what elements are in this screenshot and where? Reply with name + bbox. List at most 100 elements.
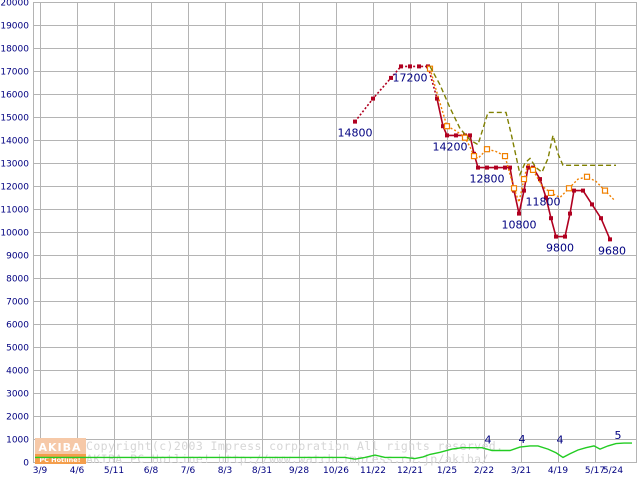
y-tick-label: 12000 <box>0 183 29 193</box>
series-marker <box>565 185 573 192</box>
series-marker <box>526 165 530 170</box>
x-tick-label: 6/8 <box>144 466 159 476</box>
x-tick-label: 5/17 <box>585 466 605 476</box>
series-olive-max <box>429 66 616 177</box>
x-tick-label: 4/6 <box>70 466 85 476</box>
y-tick-label: 1000 <box>6 436 29 446</box>
y-tick-label: 18000 <box>0 45 29 55</box>
logo-background-top <box>35 438 86 454</box>
data-point-labels: 14800 17200 14200 12800 10800 11800 9800 9680 4 4… <box>338 71 627 446</box>
y-tick-label: 7000 <box>6 298 29 308</box>
series-marker <box>590 202 594 207</box>
series-marker <box>353 119 357 124</box>
data-point-label: 10800 <box>502 219 537 232</box>
grid-lines <box>33 2 637 463</box>
data-point-label: 17200 <box>393 71 428 84</box>
y-tick-label: 15000 <box>0 114 29 124</box>
y-tick-label: 20000 <box>0 0 29 9</box>
y-tick-label: 10000 <box>0 229 29 239</box>
data-point-label: 12800 <box>470 173 505 186</box>
series-marker <box>554 234 558 239</box>
series-marker <box>608 237 612 242</box>
y-tick-label: 5000 <box>6 344 29 354</box>
series-marker <box>599 216 603 221</box>
data-point-label: 4 <box>519 433 526 446</box>
series-marker <box>476 165 480 170</box>
series-marker <box>517 211 521 216</box>
y-tick-label: 3000 <box>6 390 29 400</box>
series-marker <box>544 195 548 200</box>
series-line <box>35 442 632 460</box>
x-tick-label: 7/6 <box>181 466 196 476</box>
data-point-label: 5 <box>615 429 622 442</box>
series-marker <box>568 211 572 216</box>
x-tick-label: 12/21 <box>397 466 423 476</box>
series-marker <box>549 216 553 221</box>
series-marker <box>547 189 555 196</box>
series-marker <box>417 64 421 69</box>
series-line <box>429 66 616 177</box>
series-green-count <box>35 442 632 460</box>
watermark-url: AKIBA PC Hotline! http://www.watch.impre… <box>86 452 489 466</box>
watermark: Copyright(c)2003 Impress corporation All… <box>35 438 503 466</box>
series-marker <box>485 165 489 170</box>
y-axis-tick-labels: 0 1000 2000 3000 4000 5000 6000 7000 8000 9000 100… <box>0 0 29 469</box>
logo-title: AKIBA <box>38 441 81 454</box>
data-point-label: 11800 <box>526 196 561 209</box>
series-marker <box>445 133 449 138</box>
series-marker <box>520 176 528 183</box>
series-marker <box>494 165 498 170</box>
data-point-label: 4 <box>557 434 564 447</box>
x-tick-label: 1/25 <box>437 466 457 476</box>
x-tick-label: 8/3 <box>218 466 232 476</box>
series-marker <box>470 153 478 160</box>
logo-subtitle: PC Hotline! <box>39 456 80 464</box>
series-marker <box>522 188 526 193</box>
y-tick-label: 16000 <box>0 91 29 101</box>
data-point-label: 14200 <box>433 140 468 153</box>
x-tick-label: 5/11 <box>104 466 124 476</box>
x-tick-label: 2/22 <box>474 466 494 476</box>
series-marker <box>371 96 375 101</box>
series-marker <box>468 133 472 138</box>
series-marker <box>443 123 451 130</box>
x-tick-label: 4/19 <box>548 466 568 476</box>
series-marker <box>510 185 518 192</box>
series-marker <box>501 153 509 160</box>
series-marker <box>503 165 507 170</box>
series-marker <box>454 133 458 138</box>
series-marker <box>563 234 567 239</box>
y-tick-label: 2000 <box>6 413 29 423</box>
y-tick-label: 4000 <box>6 367 29 377</box>
series-marker <box>581 188 585 193</box>
data-series <box>35 64 632 460</box>
logo-background-bottom <box>35 454 86 464</box>
x-tick-label: 8/31 <box>252 466 272 476</box>
y-tick-label: 17000 <box>0 68 29 78</box>
series-marker <box>572 188 576 193</box>
y-tick-label: 8000 <box>6 275 29 285</box>
data-point-label: 14800 <box>338 127 373 140</box>
series-marker <box>483 146 491 153</box>
series-marker <box>538 177 542 182</box>
series-marker <box>583 173 591 180</box>
series-marker <box>408 64 412 69</box>
x-tick-label: 9/28 <box>289 466 309 476</box>
series-marker <box>389 75 393 80</box>
x-tick-label: 10/26 <box>323 466 349 476</box>
x-tick-label: 11/22 <box>360 466 386 476</box>
x-axis-tick-labels: 3/9 4/6 5/11 6/8 7/6 8/3 8/31 9/28 10/26 11/22 12/… <box>33 466 624 476</box>
series-marker <box>435 96 439 101</box>
data-point-label: 4 <box>485 434 492 447</box>
series-marker <box>529 166 537 173</box>
y-tick-label: 14000 <box>0 137 29 147</box>
watermark-copyright: Copyright(c)2003 Impress corporation All… <box>86 439 503 453</box>
y-tick-label: 0 <box>23 459 29 469</box>
series-orange-average <box>426 65 615 205</box>
x-tick-label: 5/24 <box>603 466 623 476</box>
y-tick-label: 19000 <box>0 22 29 32</box>
series-marker <box>601 187 609 194</box>
